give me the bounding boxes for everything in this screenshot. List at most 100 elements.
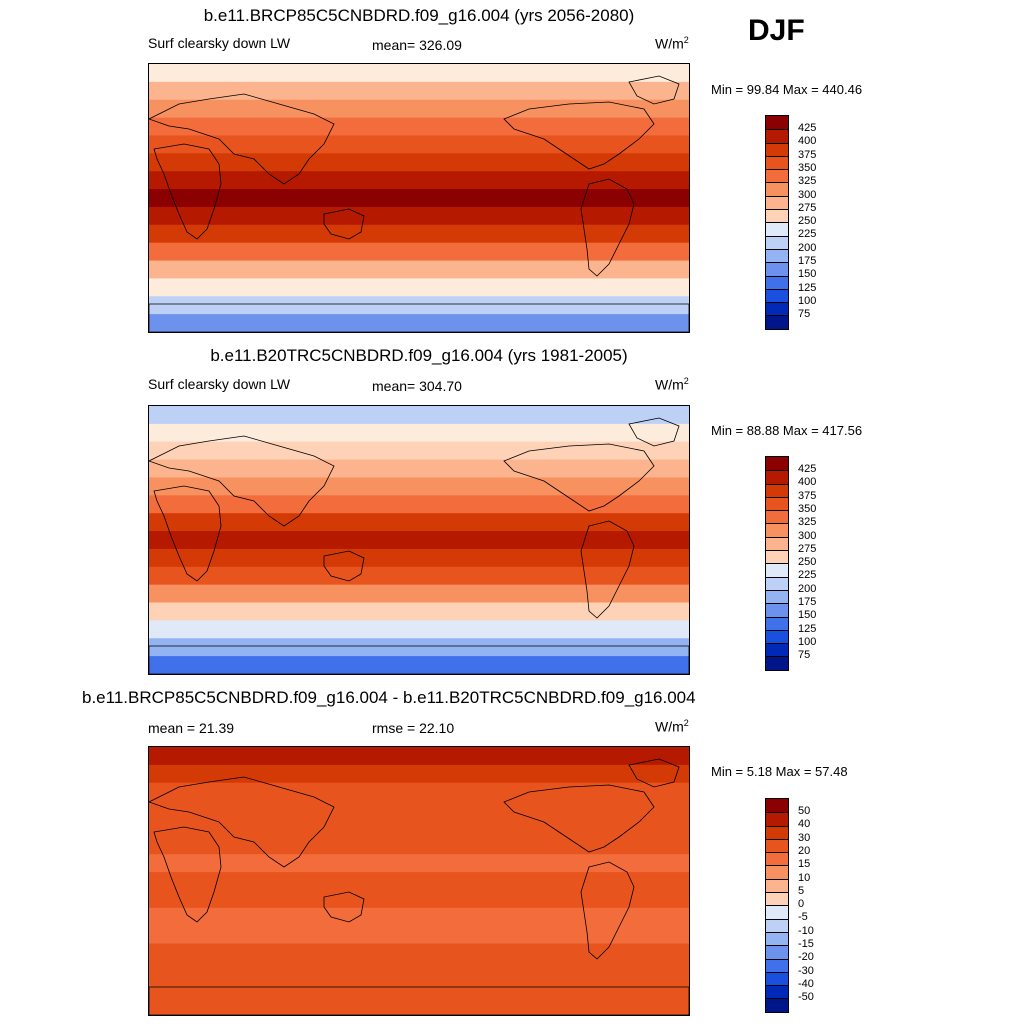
zonal-band	[149, 513, 689, 532]
zonal-band	[149, 800, 689, 819]
zonal-band	[149, 206, 689, 226]
colorbar-tick-label: 75	[798, 649, 811, 662]
panel-3-rmse-label: rmse = 22.10	[372, 720, 455, 736]
colorbar-swatch	[766, 825, 788, 839]
zonal-band	[149, 782, 689, 802]
coastline	[149, 645, 689, 674]
colorbar-tick-label: -15	[798, 938, 814, 950]
colorbar-swatch	[766, 510, 788, 524]
panel-3-units: W/m2	[655, 718, 689, 735]
colorbar-tick-label: 375	[798, 148, 817, 161]
panel-1-mean-label: mean= 326.09	[372, 37, 462, 53]
panel-2-colorbar	[765, 456, 789, 671]
panel-1-units: W/m2	[655, 35, 689, 52]
colorbar-swatch	[766, 523, 788, 537]
colorbar-swatch	[766, 235, 788, 249]
coastline	[323, 550, 365, 582]
colorbar-tick-label: 100	[798, 294, 817, 307]
panel-3-title: b.e11.BRCP85C5CNBDRD.f09_g16.004 - b.e11…	[82, 688, 696, 707]
colorbar-swatch	[766, 589, 788, 604]
coastline	[153, 485, 222, 582]
colorbar-tick-label: 250	[798, 215, 817, 228]
zonal-band	[149, 135, 689, 154]
colorbar-swatch	[766, 812, 788, 826]
colorbar-tick-label: -10	[798, 924, 814, 937]
colorbar-swatch	[766, 878, 788, 893]
coastline	[580, 178, 635, 277]
zonal-band	[149, 459, 689, 478]
colorbar-tick-label: 40	[798, 818, 811, 831]
zonal-band	[149, 961, 689, 980]
colorbar-tick-label: 325	[798, 175, 817, 188]
coastline	[153, 826, 222, 923]
colorbar-swatch	[766, 142, 788, 156]
colorbar-tick-label: 275	[798, 201, 817, 214]
colorbar-swatch	[766, 998, 788, 1012]
colorbar-swatch	[766, 865, 788, 879]
colorbar-tick-label: -20	[798, 951, 814, 964]
colorbar-swatch	[766, 603, 788, 617]
colorbar-swatch	[766, 275, 788, 289]
colorbar-swatch	[766, 945, 788, 959]
zonal-band	[149, 531, 689, 550]
colorbar-swatch	[766, 483, 788, 497]
coastline	[628, 417, 680, 447]
panel-2-map	[148, 405, 690, 675]
colorbar-swatch	[766, 129, 788, 143]
coastline	[149, 93, 335, 185]
colorbar-tick-label: 225	[798, 228, 817, 241]
zonal-band	[149, 117, 689, 136]
colorbar-tick-label: -30	[798, 964, 814, 977]
colorbar-tick-label: 200	[798, 241, 817, 254]
colorbar-swatch	[766, 288, 788, 303]
panel-2-map-field	[149, 406, 689, 674]
coastline	[149, 776, 335, 868]
colorbar-swatch	[766, 457, 788, 471]
colorbar-tick-label: 425	[798, 122, 817, 134]
colorbar-swatch	[766, 248, 788, 263]
zonal-band	[149, 620, 689, 639]
zonal-band	[149, 925, 689, 945]
colorbar-swatch	[766, 116, 788, 130]
colorbar-swatch	[766, 155, 788, 170]
coastline	[580, 520, 635, 619]
panel-1-minmax: Min = 99.84 Max = 440.46	[711, 82, 863, 97]
colorbar-tick-label: 375	[798, 489, 817, 502]
coastline	[149, 986, 689, 1015]
colorbar-tick-label: 5	[798, 884, 805, 897]
colorbar-tick-label: 225	[798, 569, 817, 582]
zonal-band	[149, 997, 689, 1015]
zonal-band	[149, 495, 689, 514]
colorbar-tick-label: 400	[798, 476, 817, 489]
panel-3-minmax: Min = 5.18 Max = 57.48	[711, 764, 848, 779]
colorbar-swatch	[766, 643, 788, 657]
colorbar-tick-label: 175	[798, 255, 817, 267]
zonal-band	[149, 260, 689, 279]
panel-2-variable-label: Surf clearsky down LW	[148, 376, 291, 392]
zonal-band	[149, 764, 689, 784]
coastline	[323, 891, 365, 923]
colorbar-swatch	[766, 195, 788, 210]
colorbar-tick-label: 0	[798, 898, 805, 911]
coastline	[503, 784, 655, 853]
colorbar-swatch	[766, 563, 788, 577]
season-label: DJF	[748, 14, 805, 47]
colorbar-tick-label: 175	[798, 596, 817, 608]
colorbar-tick-label: 150	[798, 268, 817, 281]
colorbar-tick-label: 275	[798, 542, 817, 555]
coastline	[628, 758, 680, 788]
coastline	[503, 443, 655, 512]
panel-2-minmax: Min = 88.88 Max = 417.56	[711, 423, 863, 438]
colorbar-tick-label: -40	[798, 977, 814, 990]
colorbar-swatch	[766, 918, 788, 932]
colorbar-swatch	[766, 985, 788, 999]
colorbar-tick-label: 350	[798, 161, 817, 174]
colorbar-swatch	[766, 496, 788, 511]
colorbar-tick-label: 15	[798, 858, 811, 871]
colorbar-swatch	[766, 629, 788, 644]
colorbar-swatch	[766, 892, 788, 906]
colorbar-swatch	[766, 971, 788, 986]
zonal-band	[149, 872, 689, 891]
zonal-band	[149, 818, 689, 837]
zonal-band	[149, 943, 689, 962]
